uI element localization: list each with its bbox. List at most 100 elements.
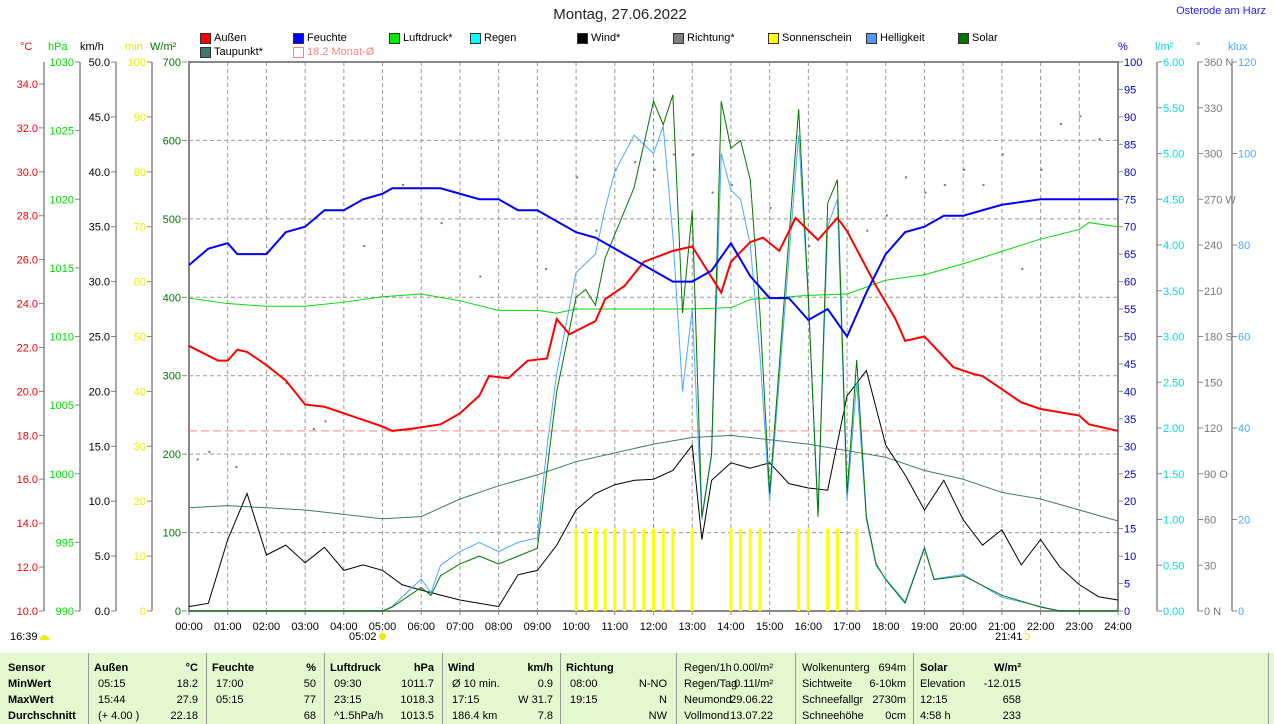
left-time-marker: 16:39 xyxy=(10,631,49,643)
x-tick-label: 12:00 xyxy=(640,621,668,633)
axis-tick-label: 330 xyxy=(1204,103,1222,115)
legend-swatch xyxy=(200,32,211,44)
axis-tick-label: 20 xyxy=(134,496,146,508)
table-header-unit: % xyxy=(306,662,316,674)
axis-tick-label: 150 xyxy=(1204,377,1222,389)
table-divider xyxy=(88,653,89,724)
sunshine-bar xyxy=(593,528,597,611)
axis-tick-label: 12.0 xyxy=(17,562,38,574)
x-tick-label: 01:00 xyxy=(214,621,242,633)
legend-item: Regen xyxy=(470,32,516,44)
x-tick-label: 16:00 xyxy=(795,621,823,633)
axis-tick-label: 40 xyxy=(134,386,146,398)
table-extra-value: 694m xyxy=(878,662,906,674)
direction-dot xyxy=(324,420,327,423)
direction-dot xyxy=(545,267,548,270)
axis-tick-label: 240 xyxy=(1204,240,1222,252)
legend-label: 18.2 Monat-Ø xyxy=(307,46,375,58)
table-cell-value: 1011.7 xyxy=(401,678,434,690)
axis-tick-label: 6.00 xyxy=(1163,57,1184,69)
axis-tick-label: 0.00 xyxy=(1163,606,1184,618)
axis-tick-label: 3.00 xyxy=(1163,332,1184,344)
table-solar-label: 4:58 h xyxy=(920,710,951,722)
direction-dot xyxy=(692,153,695,156)
x-tick-label: 13:00 xyxy=(678,621,706,633)
table-cell-value: 27.9 xyxy=(176,694,198,706)
axis-tick-label: 24.0 xyxy=(17,299,38,311)
axis-tick-label: 50.0 xyxy=(89,57,110,69)
axis-tick-label: 70 xyxy=(134,222,146,234)
table-divider xyxy=(913,653,914,724)
table-divider xyxy=(206,653,207,724)
direction-dot xyxy=(576,176,579,179)
x-tick-label: 07:00 xyxy=(446,621,474,633)
sunshine-bar xyxy=(603,528,607,611)
sun-icon xyxy=(378,633,386,640)
axis-tick-label: 80 xyxy=(1124,167,1136,179)
table-cell-time: Ø 10 min. xyxy=(452,678,500,690)
x-tick-label: 24:00 xyxy=(1104,621,1132,633)
table-cell-time: 23:15 xyxy=(334,694,362,706)
axis-tick-label: 80 xyxy=(134,167,146,179)
axis-tick-label: 20.0 xyxy=(89,386,110,398)
table-cell-value: 1013.5 xyxy=(400,710,434,722)
table-cell-time: 17:00 xyxy=(216,678,244,690)
sunshine-bar xyxy=(806,528,810,611)
axis-unit-hpa: hPa xyxy=(48,41,68,53)
axis-tick-label: 1015 xyxy=(50,263,74,275)
direction-dot xyxy=(1001,153,1004,156)
table-solar-value: -12.015 xyxy=(983,678,1021,690)
axis-tick-label: 25 xyxy=(1124,469,1136,481)
table-cell-value: NW xyxy=(648,710,667,722)
axis-tick-label: 26.0 xyxy=(17,255,38,267)
series-wind xyxy=(188,369,1119,608)
table-header: Richtung xyxy=(566,662,614,674)
sunshine-bar xyxy=(584,528,588,611)
table-row-label: MinWert xyxy=(8,678,52,690)
direction-dot xyxy=(440,222,443,225)
axis-tick-label: 35 xyxy=(1124,414,1136,426)
direction-dot xyxy=(196,458,199,461)
axis-tick-label: 30.0 xyxy=(89,277,110,289)
legend-swatch xyxy=(470,32,481,44)
direction-dot xyxy=(769,206,772,209)
table-header: Solar xyxy=(920,662,948,674)
axis-tick-label: 180 S xyxy=(1204,332,1233,344)
axis-tick-label: 90 O xyxy=(1204,469,1228,481)
table-cell-time: 05:15 xyxy=(216,694,244,706)
direction-dot xyxy=(847,229,850,232)
direction-dot xyxy=(808,245,811,247)
table-cell-time: 19:15 xyxy=(570,694,598,706)
axis-tick-label: 120 xyxy=(1238,57,1256,69)
x-tick-label: 02:00 xyxy=(253,621,281,633)
legend-swatch xyxy=(293,32,304,44)
axis-tick-label: 50 xyxy=(1124,332,1136,344)
legend-item: Helligkeit xyxy=(866,32,925,44)
table-cell-value: 50 xyxy=(303,678,316,690)
table-solar-label: Elevation xyxy=(920,678,966,690)
legend-label: Regen xyxy=(484,32,517,44)
direction-dot xyxy=(479,275,482,278)
axis-tick-label: 65 xyxy=(1124,249,1136,261)
legend-label: Wind* xyxy=(591,32,621,44)
sunshine-bar xyxy=(661,528,665,611)
x-tick-label: 22:00 xyxy=(1027,621,1055,633)
axis-tick-label: 995 xyxy=(56,537,74,549)
table-extra-value: 0.11l/m² xyxy=(734,678,773,690)
axis-tick-label: 0.0 xyxy=(95,606,110,618)
legend-swatch xyxy=(293,46,304,58)
table-solar-label: 12:15 xyxy=(920,694,948,706)
axis-tick-label: 10 xyxy=(134,551,146,563)
axis-tick-label: 1030 xyxy=(50,57,74,69)
axis-tick-label: 0.50 xyxy=(1163,560,1184,572)
axis-unit-temp: °C xyxy=(20,41,32,53)
left-time: 16:39 xyxy=(10,631,38,643)
table-header: Außen xyxy=(94,662,129,674)
table-divider xyxy=(324,653,325,724)
table-extra-value: 6-10km xyxy=(869,678,906,690)
axis-tick-label: 5.00 xyxy=(1163,149,1184,161)
table-header-unit: °C xyxy=(185,662,198,674)
sunrise-time: 05:02 xyxy=(349,631,377,643)
table-divider xyxy=(676,653,677,724)
axis-tick-label: 90 xyxy=(1124,112,1136,124)
